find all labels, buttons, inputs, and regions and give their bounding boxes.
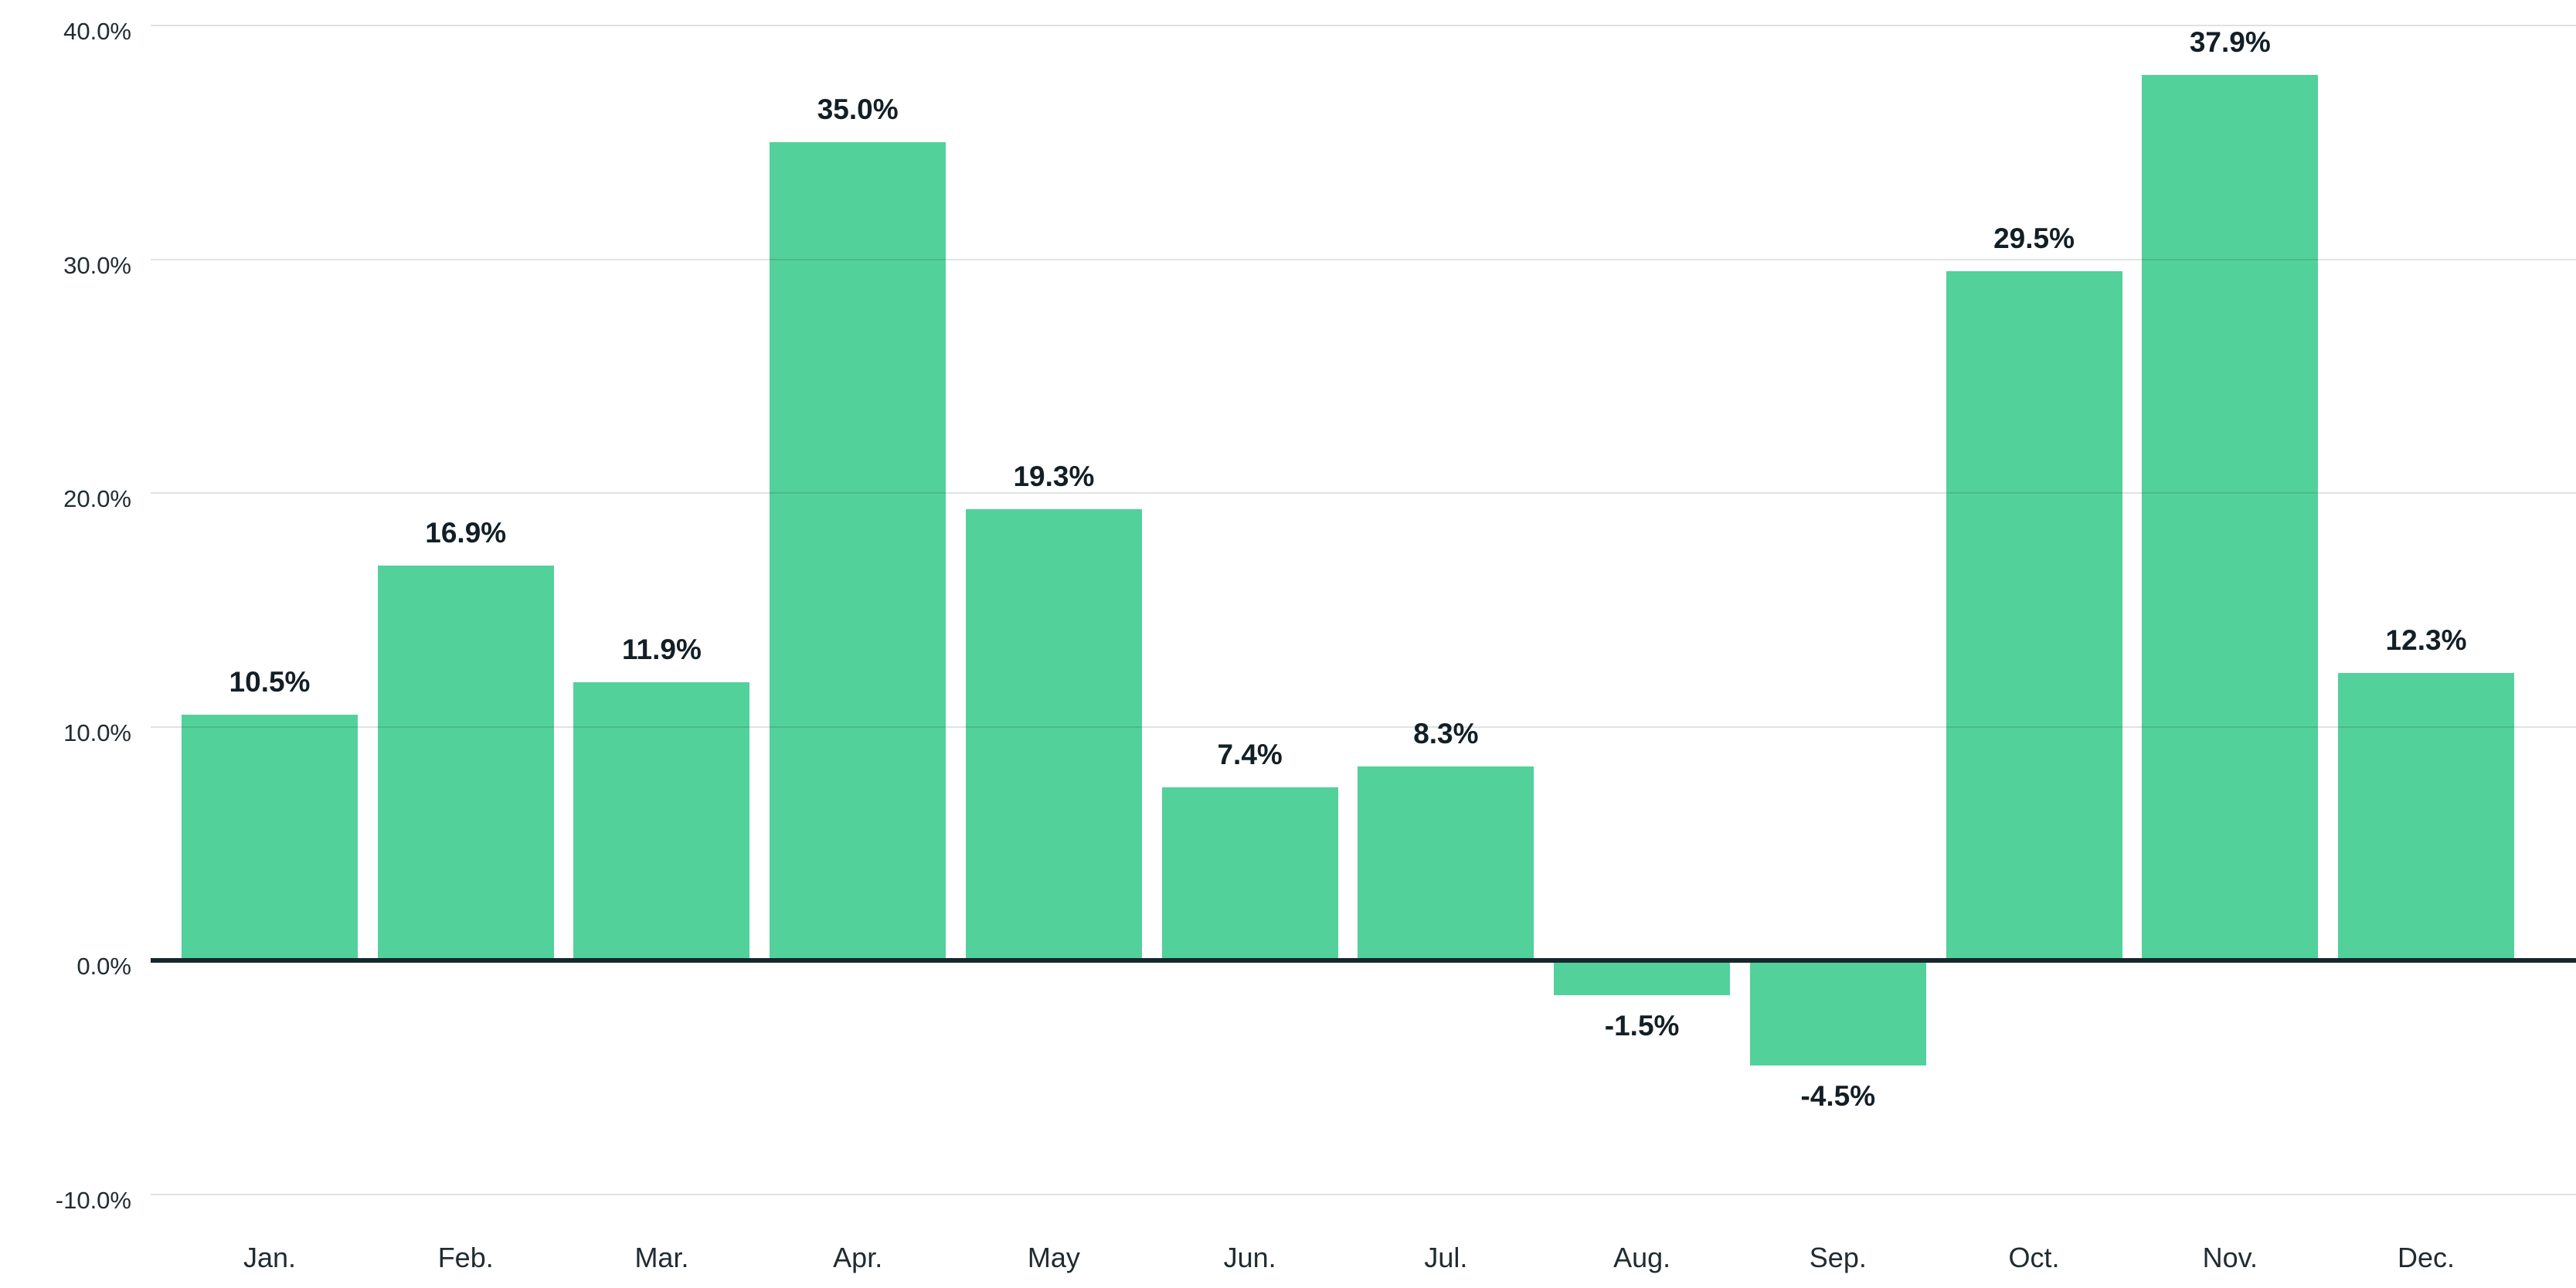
zero-axis-line [151, 958, 2576, 963]
value-label-aug: -1.5% [1604, 1010, 1680, 1042]
y-tick-label: -10.0% [55, 1186, 131, 1214]
value-label-may: 19.3% [1013, 460, 1095, 493]
value-label-jul: 8.3% [1413, 717, 1479, 749]
bar-jan [182, 715, 358, 960]
x-axis-label-nov: Nov. [2202, 1242, 2258, 1273]
value-label-jun: 7.4% [1217, 739, 1283, 771]
bar-jul [1358, 766, 1534, 960]
value-label-mar: 11.9% [622, 634, 702, 666]
y-tick-label: 30.0% [63, 251, 131, 279]
y-tick-label: 0.0% [76, 953, 131, 980]
value-label-apr: 35.0% [817, 93, 899, 126]
x-axis-label-dec: Dec. [2398, 1242, 2455, 1273]
value-label-dec: 12.3% [2385, 624, 2467, 656]
x-axis-label-apr: Apr. [833, 1242, 883, 1273]
bar-mar [573, 682, 750, 960]
value-label-nov: 37.9% [2189, 25, 2271, 58]
bar-oct [1946, 270, 2122, 960]
x-axis-label-feb: Feb. [437, 1242, 494, 1273]
x-axis-label-jul: Jul. [1424, 1242, 1468, 1273]
x-axis-label-oct: Oct. [2008, 1242, 2060, 1273]
bar-may [965, 509, 1142, 960]
x-axis-label-mar: Mar. [634, 1242, 689, 1273]
x-axis-label-may: May [1027, 1242, 1080, 1273]
bar-sep [1749, 960, 1926, 1066]
bar-apr [770, 142, 946, 960]
y-tick-label: 10.0% [63, 719, 131, 746]
bar-jun [1161, 787, 1338, 960]
y-tick-label: 40.0% [63, 18, 131, 45]
gridline-40 [151, 25, 2576, 26]
value-label-sep: -4.5% [1800, 1080, 1876, 1113]
gridline-10 [151, 726, 2576, 728]
value-label-jan: 10.5% [229, 666, 311, 698]
bar-nov [2142, 74, 2319, 960]
gridline-20 [151, 492, 2576, 494]
x-axis-label-sep: Sep. [1809, 1242, 1867, 1273]
bar-aug [1554, 960, 1731, 996]
x-axis-label-jun: Jun. [1223, 1242, 1276, 1273]
x-axis-label-aug: Aug. [1613, 1242, 1671, 1273]
bar-feb [377, 565, 554, 960]
gridline--10 [151, 1193, 2576, 1195]
y-tick-label: 20.0% [63, 485, 131, 512]
gridline-30 [151, 258, 2576, 260]
value-label-feb: 16.9% [425, 516, 507, 549]
bar-dec [2338, 672, 2515, 960]
value-label-oct: 29.5% [1993, 222, 2075, 254]
x-axis-label-jan: Jan. [243, 1242, 297, 1273]
